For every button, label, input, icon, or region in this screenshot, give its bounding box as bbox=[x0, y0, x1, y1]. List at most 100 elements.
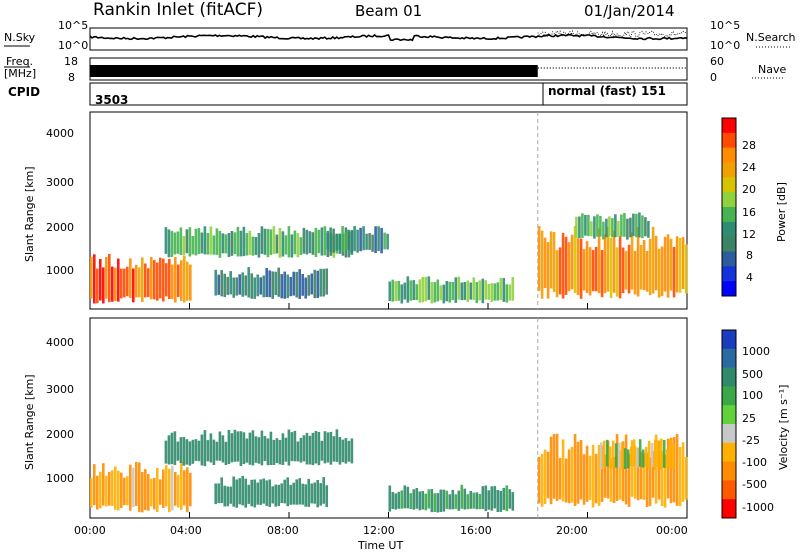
velocity-cell bbox=[671, 443, 675, 470]
power-cell bbox=[581, 213, 584, 238]
velocity-cell bbox=[96, 475, 99, 510]
power-cell bbox=[368, 233, 371, 250]
velocity-cell bbox=[248, 432, 252, 465]
power-cell bbox=[165, 263, 168, 297]
power-cell bbox=[173, 232, 177, 255]
velocity-cell bbox=[657, 440, 661, 500]
velocity-cell bbox=[594, 453, 598, 504]
velocity-cell bbox=[436, 493, 440, 513]
velocity-cell bbox=[621, 441, 625, 502]
velocity-cell bbox=[648, 457, 652, 507]
power-cell bbox=[168, 258, 171, 299]
nsky-label: N.Sky bbox=[4, 31, 36, 44]
power-cell bbox=[120, 268, 123, 299]
velocity-cell bbox=[150, 478, 153, 507]
velocity-cell bbox=[639, 452, 643, 500]
velocity-cell bbox=[487, 490, 491, 510]
velocity-cell bbox=[159, 479, 162, 505]
power-cell bbox=[299, 237, 303, 255]
power-cell bbox=[322, 268, 325, 297]
power-cell bbox=[386, 233, 389, 250]
power-cell bbox=[147, 268, 150, 297]
velocity-cell bbox=[277, 484, 280, 506]
velocity-cell bbox=[457, 490, 461, 511]
power-cell bbox=[257, 233, 261, 258]
power-cell bbox=[341, 226, 344, 252]
velocity-cell bbox=[614, 443, 618, 468]
velocity-cell bbox=[597, 444, 601, 506]
velocity-cell bbox=[427, 489, 431, 509]
power-cell bbox=[272, 226, 276, 254]
velocity-colorbar-swatch bbox=[722, 330, 736, 350]
velocity-colorbar-swatch bbox=[722, 442, 736, 463]
velocity-cell bbox=[511, 492, 515, 511]
power-cell bbox=[678, 237, 682, 293]
power-cell bbox=[663, 236, 667, 292]
velocity-cell bbox=[292, 482, 295, 505]
power-cell bbox=[377, 226, 380, 251]
velocity-cell bbox=[430, 489, 434, 513]
power-cell bbox=[484, 280, 488, 300]
velocity-cell bbox=[180, 461, 183, 510]
power-cell bbox=[391, 279, 395, 302]
velocity-cell bbox=[347, 440, 351, 462]
velocity-cell bbox=[338, 437, 342, 465]
velocity-cell bbox=[418, 491, 422, 511]
power-cell bbox=[454, 277, 458, 303]
velocity-cell bbox=[451, 489, 455, 510]
power-cell bbox=[244, 275, 247, 296]
velocity-cell bbox=[472, 492, 476, 509]
power-cell bbox=[660, 246, 664, 297]
velocity-cell bbox=[126, 476, 129, 506]
velocity-cell bbox=[310, 483, 313, 504]
power-cell bbox=[105, 257, 108, 299]
velocity-cell bbox=[599, 442, 603, 469]
power-cell bbox=[394, 281, 398, 302]
velocity-cell bbox=[123, 477, 126, 506]
velocity-cell bbox=[335, 429, 339, 462]
velocity-cell bbox=[656, 440, 660, 468]
velocity-cell bbox=[627, 453, 631, 507]
power-cell bbox=[235, 277, 238, 296]
xtick-1: 04:00 bbox=[170, 524, 202, 537]
power-colorbar-swatch bbox=[722, 162, 736, 178]
xtick-4: 16:00 bbox=[460, 524, 492, 537]
velocity-cell bbox=[183, 470, 186, 506]
power-cell bbox=[123, 268, 126, 298]
velocity-cell bbox=[138, 462, 141, 513]
velocity-cell bbox=[448, 494, 452, 510]
velocity-cell bbox=[194, 439, 198, 461]
velocity-cell bbox=[344, 438, 348, 464]
velocity-cell bbox=[286, 477, 289, 507]
velocity-cell bbox=[552, 433, 556, 499]
power-cell bbox=[90, 256, 93, 299]
velocity-cell bbox=[403, 485, 407, 509]
velocity-cell bbox=[508, 489, 512, 509]
power-colorbar-swatch bbox=[722, 147, 736, 163]
velocity-cell bbox=[630, 440, 634, 497]
nave-label: Nave bbox=[758, 63, 787, 76]
velocity-cell bbox=[162, 469, 165, 508]
velocity-cell bbox=[171, 465, 174, 511]
power-cell bbox=[651, 226, 655, 294]
velocity-cell bbox=[253, 479, 256, 508]
velocity-cell bbox=[223, 485, 226, 507]
velocity-ytick-1000: 1000 bbox=[46, 472, 74, 485]
velocity-cell bbox=[341, 439, 345, 463]
power-cell bbox=[132, 268, 135, 303]
velocity-colorbar-swatch bbox=[722, 424, 736, 444]
velocity-cell bbox=[129, 464, 132, 511]
velocity-cell bbox=[624, 434, 628, 505]
velocity-cell bbox=[302, 435, 306, 462]
power-cell bbox=[203, 226, 207, 255]
velocity-cell bbox=[439, 489, 443, 512]
velocity-cell bbox=[322, 477, 325, 504]
power-cell bbox=[418, 279, 422, 303]
velocity-cell bbox=[268, 479, 271, 507]
velocity-cell bbox=[659, 438, 663, 470]
power-cell bbox=[642, 240, 646, 291]
power-cell bbox=[286, 274, 289, 299]
power-cell bbox=[575, 216, 578, 238]
velocity-cell bbox=[212, 439, 216, 465]
velocity-cell bbox=[558, 458, 562, 500]
